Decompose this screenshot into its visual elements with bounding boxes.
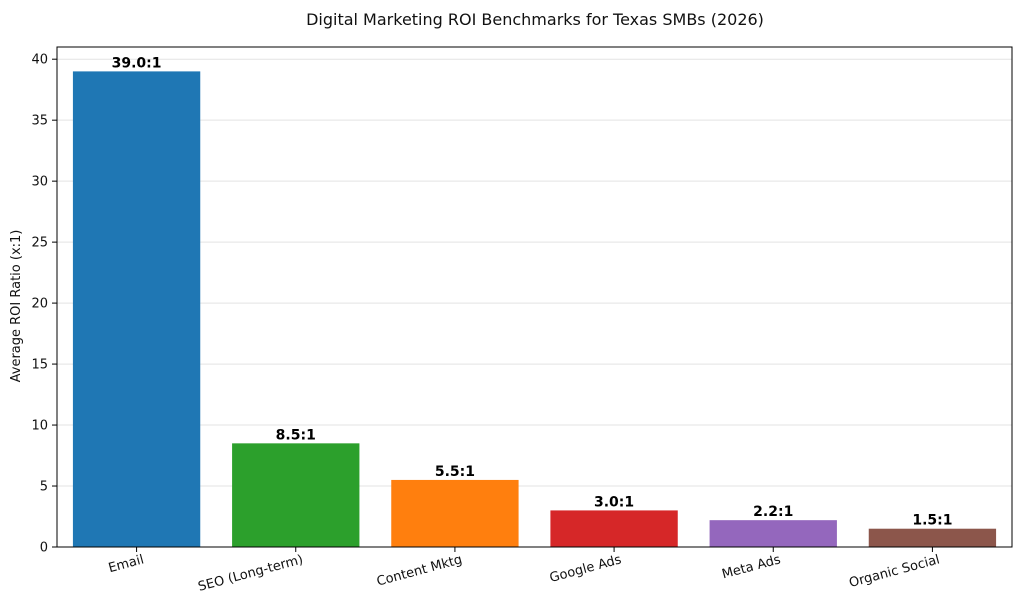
bar xyxy=(391,479,519,547)
x-tick-label: Meta Ads xyxy=(720,552,782,582)
x-tick-label: Organic Social xyxy=(847,552,941,591)
x-tick-label: Google Ads xyxy=(548,552,623,586)
y-tick-label: 40 xyxy=(31,53,48,68)
data-label: 3.0:1 xyxy=(594,494,634,510)
gridlines xyxy=(57,58,1012,548)
bar xyxy=(709,520,837,547)
bar xyxy=(232,443,360,547)
data-label: 2.2:1 xyxy=(753,504,793,520)
y-axis-ticks: 0 5 10 15 20 25 30 35 40 xyxy=(31,53,57,556)
data-label: 8.5:1 xyxy=(276,427,316,443)
y-tick-label: 5 xyxy=(40,480,48,495)
y-tick-label: 25 xyxy=(31,236,48,251)
bar xyxy=(72,71,201,547)
x-axis-ticks: Email SEO (Long-term) Content Mktg Google A… xyxy=(107,547,941,595)
y-tick-label: 30 xyxy=(31,175,48,190)
bar xyxy=(550,510,678,547)
plot-frame xyxy=(56,46,1013,548)
y-tick-label: 20 xyxy=(31,297,48,312)
data-label: 39.0:1 xyxy=(112,55,162,71)
x-tick-label: SEO (Long-term) xyxy=(197,552,305,594)
y-axis-label: Average ROI Ratio (x:1) xyxy=(9,230,24,383)
chart-title: Digital Marketing ROI Benchmarks for Tex… xyxy=(306,10,764,29)
y-tick-label: 15 xyxy=(31,358,48,373)
x-tick-label: Email xyxy=(107,552,146,576)
data-label: 5.5:1 xyxy=(435,464,475,480)
bars xyxy=(72,71,997,547)
bar xyxy=(868,528,997,547)
y-tick-label: 35 xyxy=(31,114,48,129)
data-labels: 39.0:1 8.5:1 5.5:1 3.0:1 2.2:1 1.5:1 xyxy=(112,55,953,528)
y-tick-label: 10 xyxy=(31,419,48,434)
x-tick-label: Content Mktg xyxy=(375,552,464,589)
y-tick-label: 0 xyxy=(40,541,48,556)
data-label: 1.5:1 xyxy=(912,513,952,529)
